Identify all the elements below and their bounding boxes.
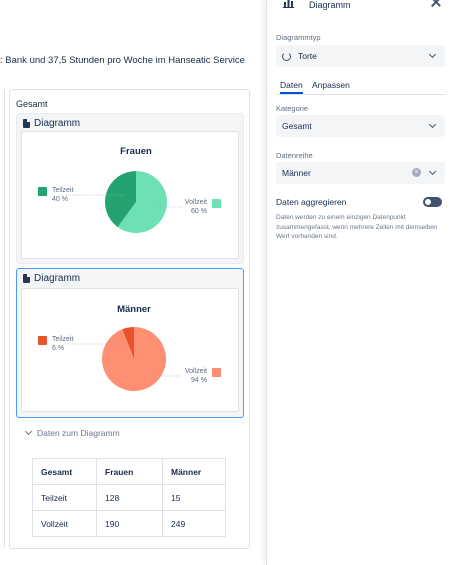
slice-label: Vollzeit xyxy=(185,199,207,206)
slice-percent: 94 % xyxy=(191,377,207,384)
chart-type-value: Torte xyxy=(298,51,317,61)
pie-slice-vollzeit xyxy=(102,327,167,391)
table-row: Teilzeit 128 15 xyxy=(32,484,226,511)
chart-macro-header: Diagramm xyxy=(23,118,80,129)
table-header-row: Gesamt Frauen Männer xyxy=(32,458,226,485)
chart-title: Männer xyxy=(117,304,151,315)
table-cell: Teilzeit xyxy=(32,484,97,511)
table-cell: Vollzeit xyxy=(32,510,97,537)
pie-slice-vollzeit xyxy=(117,171,167,233)
legend-swatch xyxy=(212,199,221,208)
aggregate-label: Daten aggregieren xyxy=(276,197,347,207)
chart-card: Frauen Teilzeit 40 % Vollzeit 60 % xyxy=(21,131,239,259)
category-select[interactable]: Gesamt xyxy=(276,115,445,137)
legend-swatch xyxy=(212,368,221,377)
aggregate-toggle[interactable] xyxy=(423,197,442,207)
pie-type-icon xyxy=(282,51,291,61)
chart-settings-panel: Diagramm Diagrammtyp Torte Daten Anpasse… xyxy=(266,0,454,565)
table-row: Vollzeit 190 249 xyxy=(32,510,226,537)
tab-daten[interactable]: Daten xyxy=(280,80,303,94)
table-header: Gesamt xyxy=(32,458,97,485)
chevron-down-icon xyxy=(428,167,437,176)
panel-tabs: Daten Anpassen xyxy=(276,80,445,95)
slice-percent: 60 % xyxy=(191,208,207,215)
slice-label: Teilzeit xyxy=(52,336,73,343)
pie-chart-maenner: Männer Teilzeit 6 % Vollzeit 94 % xyxy=(38,304,221,391)
series-select[interactable]: Männer × xyxy=(276,162,445,184)
table-header: Frauen xyxy=(96,458,163,485)
chart-type-label: Diagrammtyp xyxy=(276,33,321,42)
chart-macro-title: Diagramm xyxy=(34,273,81,284)
chart-macro-maenner[interactable]: Diagramm Männer Teilzeit 6 % Vollzeit 94 % xyxy=(16,268,244,418)
chevron-down-icon xyxy=(428,120,437,129)
category-value: Gesamt xyxy=(282,121,312,131)
chart-title: Frauen xyxy=(120,146,152,157)
chart-card: Männer Teilzeit 6 % Vollzeit 94 % xyxy=(21,288,239,412)
pie-slice-teilzeit xyxy=(122,327,134,359)
bar-chart-icon xyxy=(283,0,294,8)
pie-chart-frauen: Frauen Teilzeit 40 % Vollzeit 60 % xyxy=(38,146,221,233)
document-icon xyxy=(23,274,30,283)
panel-header: Diagramm xyxy=(267,0,454,14)
table-cell: 15 xyxy=(162,484,226,511)
clear-icon[interactable]: × xyxy=(412,168,421,177)
document-icon xyxy=(23,119,30,128)
slice-percent: 40 % xyxy=(52,196,68,203)
chart-macro-title: Diagramm xyxy=(34,118,81,129)
chart-macro-header: Diagramm xyxy=(23,273,80,284)
series-value: Männer xyxy=(282,168,311,178)
series-label: Datenreihe xyxy=(276,151,313,160)
chevron-down-icon xyxy=(428,50,437,59)
data-toggle[interactable]: Daten zum Diagramm xyxy=(24,427,120,438)
gesamt-label: Gesamt xyxy=(16,99,48,109)
slice-label: Teilzeit xyxy=(52,187,73,194)
slice-percent: 6 % xyxy=(52,345,64,352)
panel-title: Diagramm xyxy=(309,0,351,10)
intro-text: : Bank und 37,5 Stunden pro Woche im Han… xyxy=(0,55,245,66)
table-cell: 190 xyxy=(96,510,163,537)
chart-type-select[interactable]: Torte xyxy=(276,45,445,67)
aggregate-help-text: Daten werden zu einem einzigen Datenpunk… xyxy=(276,214,438,240)
data-table: Gesamt Frauen Männer Teilzeit 128 15 Vol… xyxy=(32,458,226,537)
pie-slice-teilzeit xyxy=(105,171,136,228)
table-cell: 128 xyxy=(96,484,163,511)
tab-anpassen[interactable]: Anpassen xyxy=(312,80,350,90)
legend-swatch xyxy=(38,187,47,196)
chevron-down-icon xyxy=(24,427,33,436)
table-header: Männer xyxy=(162,458,226,485)
legend-swatch xyxy=(38,336,47,345)
chart-macro-frauen[interactable]: Diagramm Frauen Teilzeit 40 % Vollzeit 60 % xyxy=(16,113,244,264)
close-icon[interactable] xyxy=(430,0,442,8)
slice-label: Vollzeit xyxy=(185,368,207,375)
category-label: Kategorie xyxy=(276,104,309,113)
left-divider xyxy=(4,90,5,548)
table-cell: 249 xyxy=(162,510,226,537)
data-toggle-label: Daten zum Diagramm xyxy=(37,428,120,438)
